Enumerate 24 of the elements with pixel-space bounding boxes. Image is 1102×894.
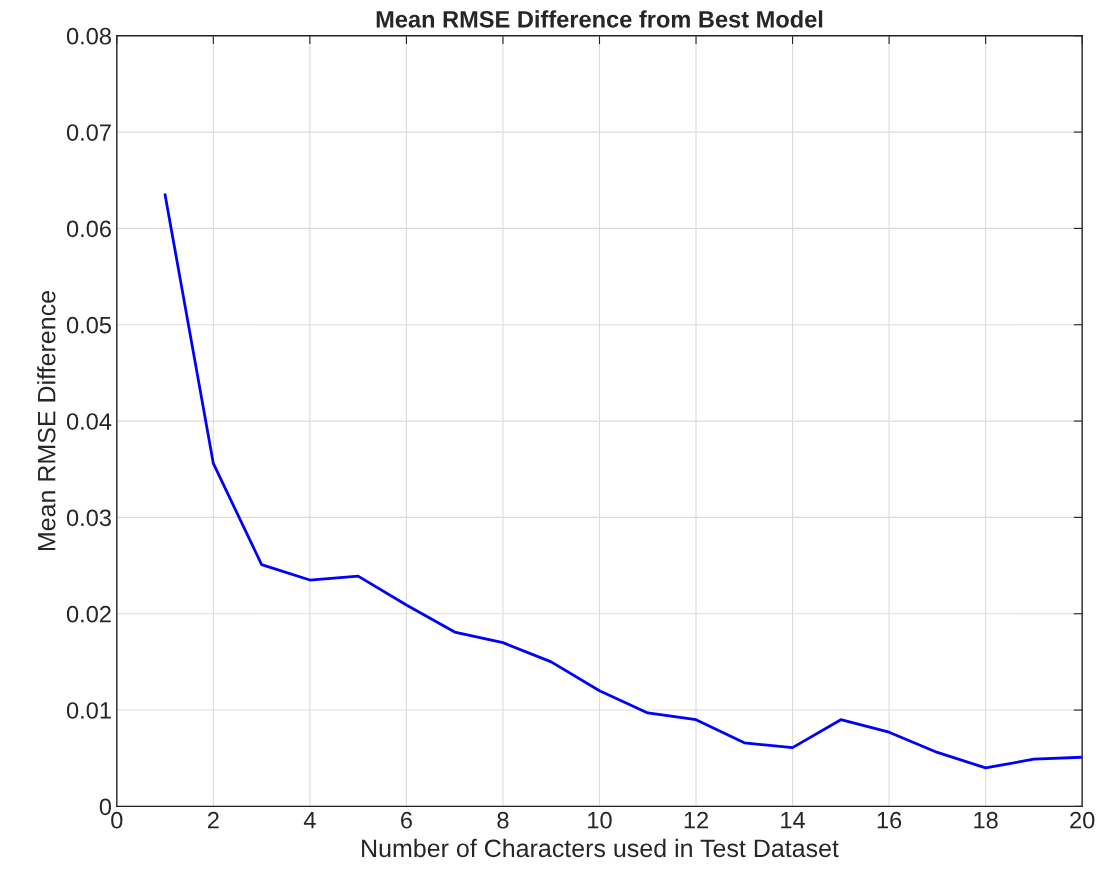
y-tick-label: 0 [99, 798, 112, 816]
x-tick-label: 6 [401, 811, 412, 829]
line-series [163, 193, 1083, 770]
y-tick-label: 0.05 [66, 316, 111, 334]
x-tick-label: 18 [974, 811, 998, 829]
x-tick-label: 4 [303, 812, 316, 829]
x-tick-label: 2 [207, 811, 219, 829]
x-tick-label: 16 [877, 811, 902, 829]
x-tick-label: 10 [588, 811, 612, 829]
y-tick-label: 0.03 [66, 509, 111, 527]
x-tick-label: 14 [781, 812, 805, 829]
x-tick-label: 8 [497, 811, 509, 829]
y-tick-label: 0.07 [66, 124, 111, 141]
y-tick-label: 0.02 [66, 605, 111, 623]
x-tick-label: 20 [1070, 811, 1095, 829]
chart-title: Mean RMSE Difference from Best Model [376, 10, 823, 28]
y-tick-label: 0.01 [66, 702, 111, 719]
y-tick-label: 0.08 [66, 27, 111, 45]
x-tick-label: 0 [111, 811, 123, 829]
x-axis-title: Number of Characters used in Test Dataset [362, 838, 839, 858]
y-axis-title: Mean RMSE Difference [37, 291, 56, 551]
y-tick-label: 0.06 [66, 220, 111, 238]
y-tick-label: 0.04 [66, 413, 112, 430]
x-tick-label: 12 [684, 811, 708, 829]
